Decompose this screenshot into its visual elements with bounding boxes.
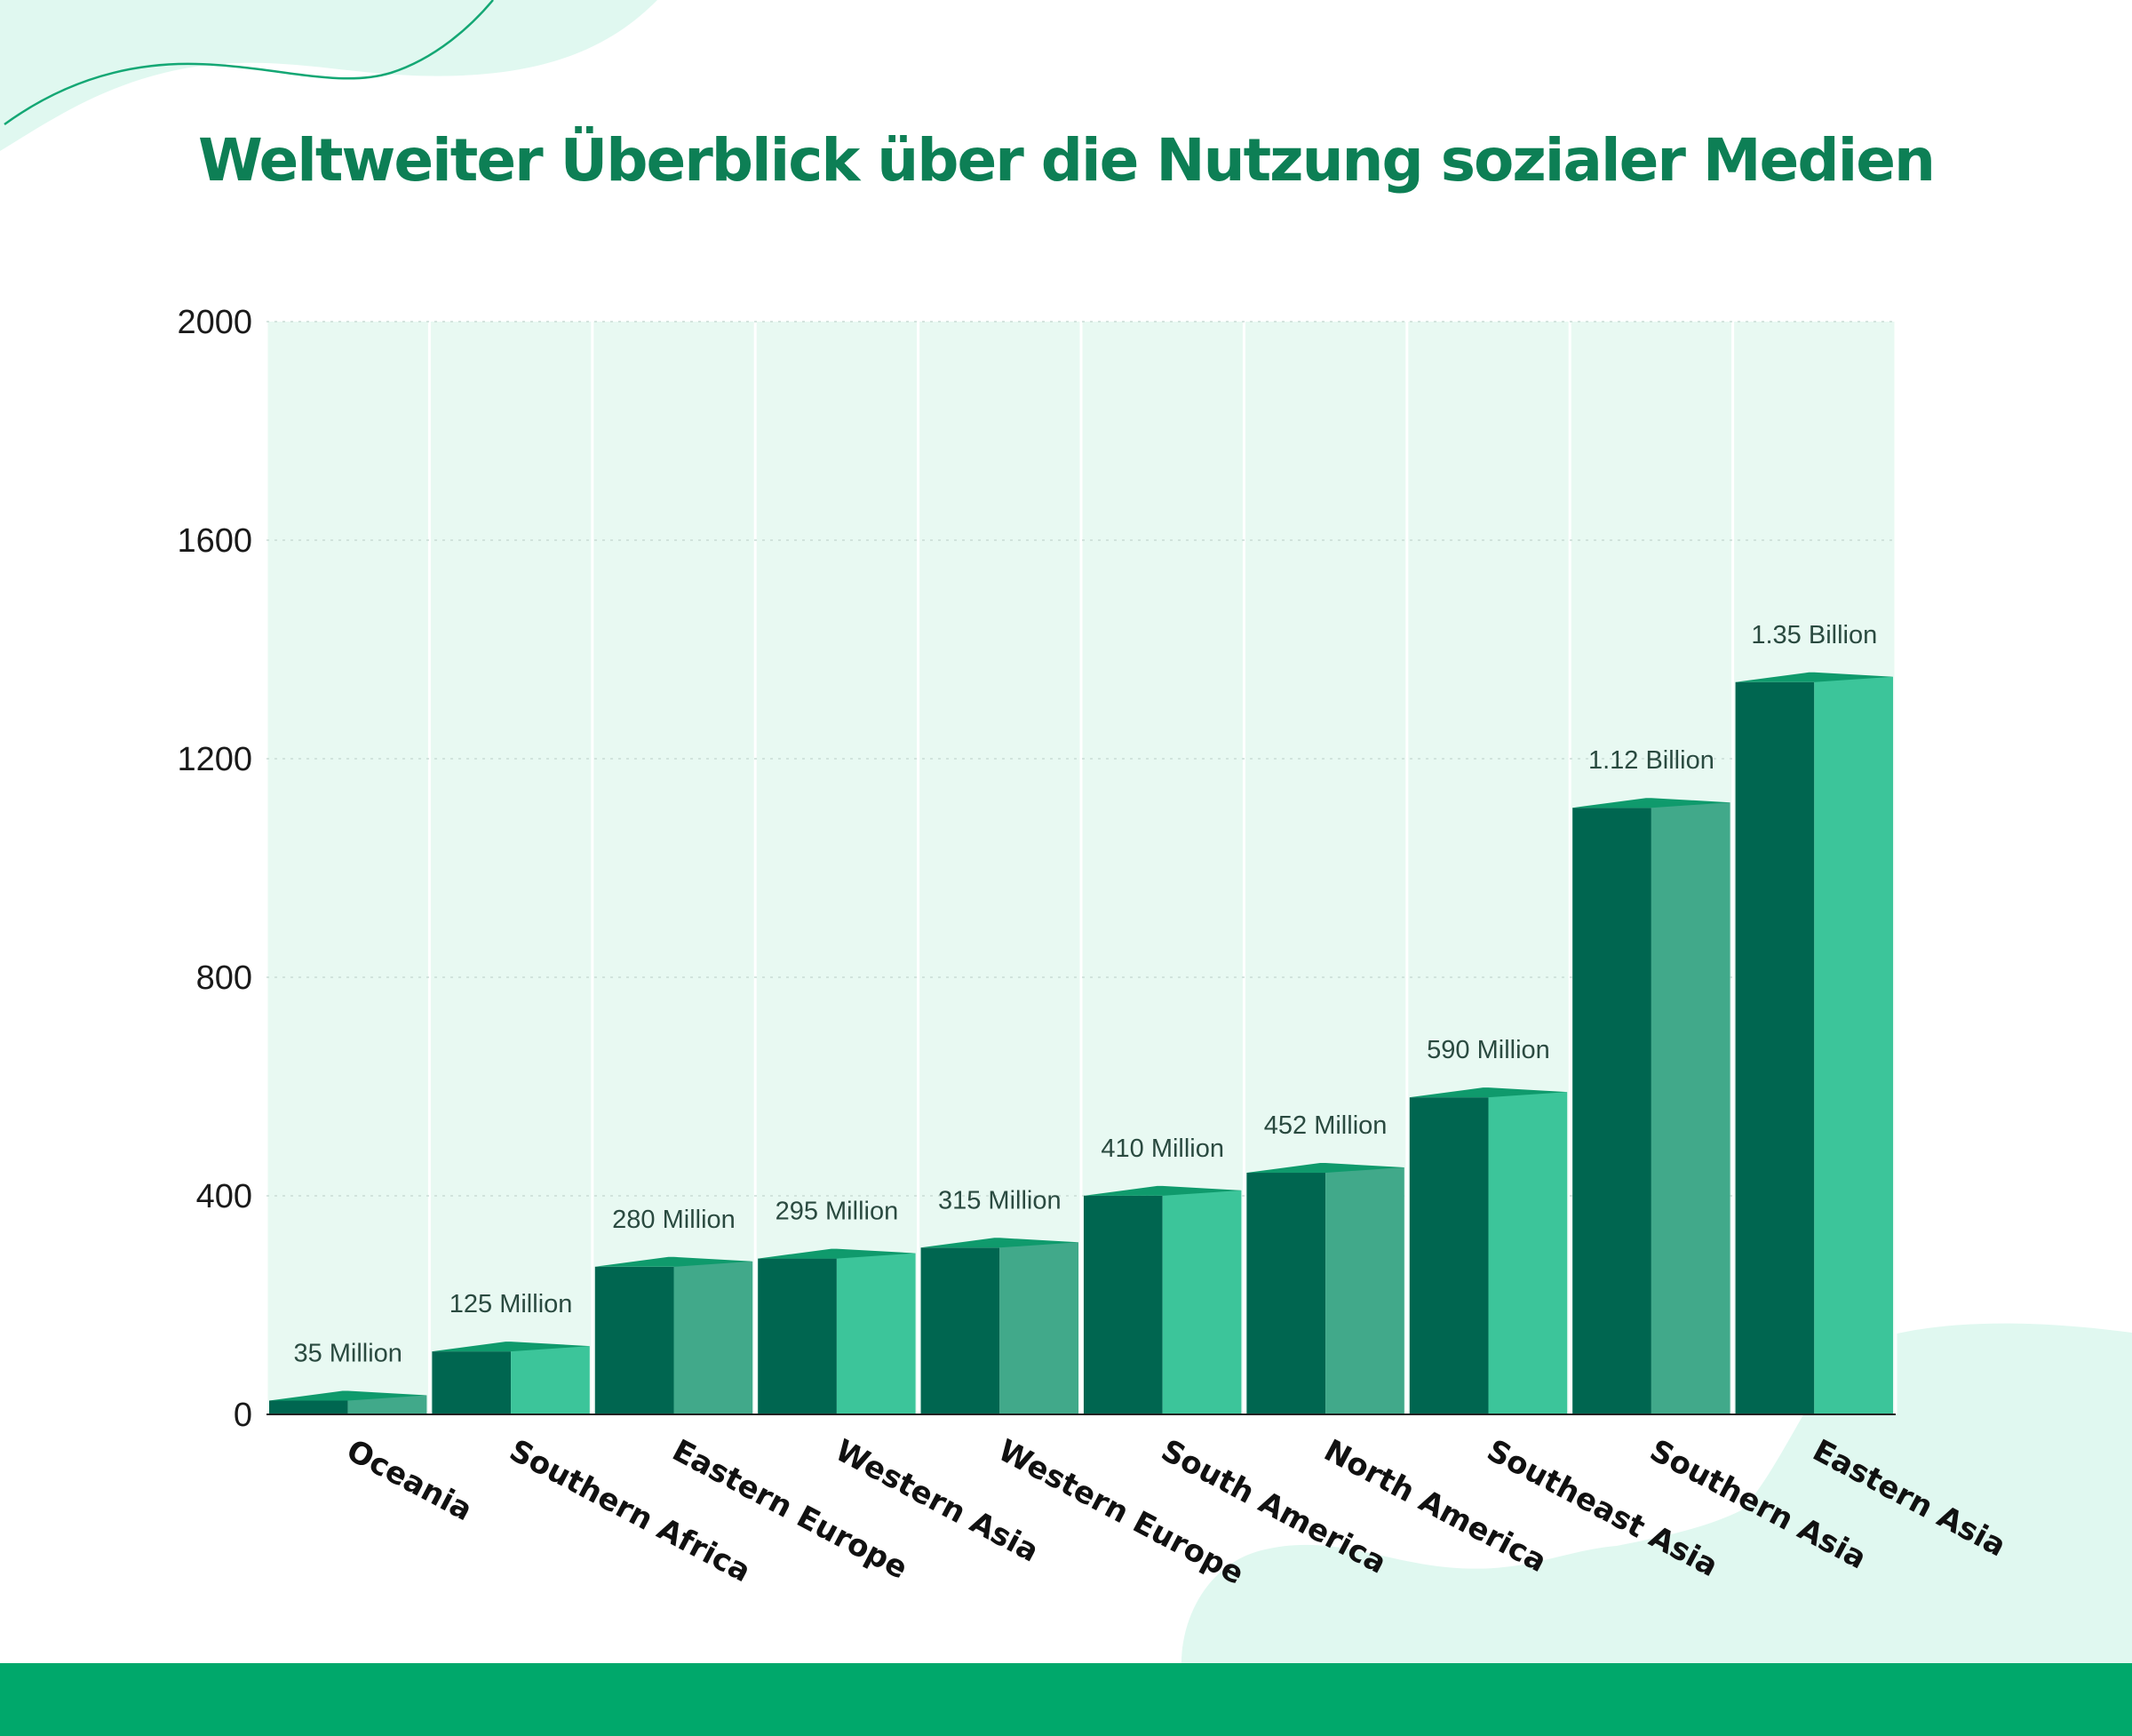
bar-light-face (1651, 802, 1730, 1414)
bar-top (1572, 798, 1730, 808)
y-tick-label: 0 (234, 1397, 252, 1434)
bar-top (1735, 672, 1893, 682)
bar-light-face (511, 1346, 590, 1414)
bar-light-face (673, 1261, 753, 1414)
top-left-blob (0, 0, 657, 151)
bar-value-label: 125 Million (449, 1290, 573, 1318)
y-tick-label: 1600 (177, 522, 252, 560)
bar-top (432, 1342, 590, 1352)
bar-dark-face (1246, 1173, 1326, 1414)
bar-light-face (347, 1395, 427, 1414)
bar-top (758, 1248, 916, 1259)
bar-dark-face (758, 1258, 837, 1414)
chart-title: Weltweiter Überblick über die Nutzung so… (198, 126, 1936, 195)
bar-dark-face (1735, 681, 1815, 1414)
y-tick-label: 400 (196, 1178, 252, 1215)
bar-top (1084, 1185, 1242, 1196)
bar-value-label: 315 Million (938, 1186, 1062, 1214)
bar-light-face (836, 1253, 916, 1414)
y-tick-label: 800 (196, 960, 252, 997)
bars (269, 672, 1893, 1414)
bar-value-label: 590 Million (1427, 1036, 1550, 1064)
bar-light-face (999, 1242, 1078, 1414)
bar-top (920, 1238, 1078, 1248)
bar-value-label: 410 Million (1101, 1135, 1224, 1163)
y-axis-ticks: 0 400 800 1200 1600 2000 (177, 304, 252, 1434)
bar-dark-face (269, 1400, 348, 1414)
bar-top (269, 1390, 427, 1401)
y-tick-label: 1200 (177, 741, 252, 778)
bar-light-face (1162, 1190, 1242, 1414)
bar-dark-face (432, 1351, 512, 1414)
gridlines (265, 321, 1897, 1415)
bar-light-face (1814, 676, 1893, 1414)
y-tick-label: 2000 (177, 304, 252, 341)
bar-value-label: 1.35 Billion (1751, 621, 1877, 649)
bar-dark-face (1084, 1195, 1163, 1414)
top-left-wave-line (4, 0, 494, 126)
x-category-label: Oceania (340, 1433, 478, 1529)
bar-value-label: 295 Million (776, 1198, 899, 1226)
bar-light-face (1325, 1167, 1404, 1414)
bar-dark-face (1572, 808, 1651, 1414)
bar-dark-face (1409, 1097, 1489, 1414)
data-labels: 35 Million 125 Million 280 Million 295 Mill… (293, 621, 1877, 1368)
bar-top (1246, 1163, 1404, 1174)
bar-value-label: 452 Million (1264, 1111, 1388, 1140)
bar-light-face (1488, 1092, 1568, 1414)
bar-top (1409, 1087, 1568, 1098)
bar-dark-face (920, 1247, 1000, 1414)
bar-value-label: 280 Million (612, 1206, 736, 1234)
bar-dark-face (594, 1266, 674, 1414)
bar-top (594, 1256, 753, 1267)
footer-bar (0, 1663, 2132, 1736)
bar-value-label: 1.12 Billion (1588, 746, 1714, 775)
bar-value-label: 35 Million (293, 1339, 402, 1367)
